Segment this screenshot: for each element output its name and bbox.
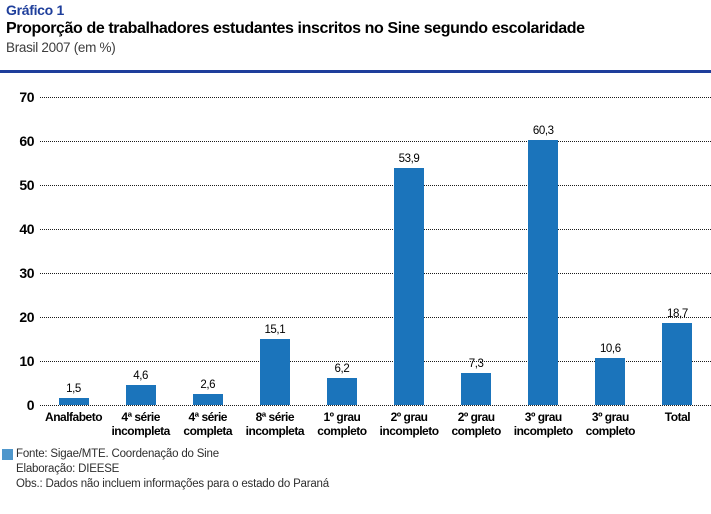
bar — [461, 372, 492, 405]
bar — [394, 167, 425, 405]
bar — [595, 358, 626, 405]
gridline-0 — [40, 405, 711, 406]
chart-header: Gráfico 1 Proporção de trabalhadores est… — [6, 2, 705, 56]
bar — [528, 139, 559, 405]
gridline-40 — [40, 229, 711, 230]
x-axis-category-label: Analfabeto — [45, 410, 103, 424]
bar — [58, 398, 89, 405]
bar — [662, 322, 693, 405]
y-axis-tick-label: 30 — [19, 265, 34, 281]
x-axis-category-label: Total — [664, 410, 691, 424]
bar — [326, 377, 357, 405]
bar-value-label: 53,9 — [398, 152, 420, 165]
bar-value-label: 7,3 — [468, 357, 484, 370]
bar — [192, 393, 223, 405]
gridline-70 — [40, 97, 711, 98]
chart-subtitle: Brasil 2007 (em %) — [6, 40, 116, 55]
chart-footnotes: Fonte: Sigae/MTE. Coordenação do Sine Ela… — [2, 447, 707, 492]
y-axis-tick-label: 70 — [19, 89, 34, 105]
bar-value-label: 18,7 — [667, 307, 688, 320]
x-axis-category-label: 2º grau incompleto — [379, 410, 440, 438]
y-axis-tick-label: 40 — [19, 221, 34, 237]
x-axis-category-label: 4ª série completa — [183, 410, 233, 438]
footnote-observation: Obs.: Dados não incluem informações para… — [16, 478, 329, 490]
gridline-60 — [40, 141, 711, 142]
x-axis-category-label: 3º grau incompleto — [513, 410, 574, 438]
y-axis-tick-label: 50 — [19, 177, 34, 193]
bar-value-label: 1,5 — [66, 383, 81, 396]
gridline-50 — [40, 185, 711, 186]
bar-value-label: 15,1 — [264, 323, 286, 336]
bar-value-label: 10,6 — [599, 343, 621, 356]
legend-color-swatch — [2, 449, 13, 460]
y-axis-tick-label: 0 — [26, 397, 35, 413]
gridline-30 — [40, 273, 711, 274]
bar-value-label: 60,3 — [532, 124, 554, 137]
gridline-20 — [40, 317, 711, 318]
footnote-source: Fonte: Sigae/MTE. Coordenação do Sine — [16, 448, 219, 460]
chart-title: Proporção de trabalhadores estudantes in… — [6, 20, 585, 37]
y-axis-tick-label: 10 — [19, 353, 34, 369]
footnote-elaboration: Elaboração: DIEESE — [16, 463, 120, 475]
bar — [259, 338, 290, 405]
x-axis-category-label: 4ª série incompleta — [111, 410, 170, 438]
plot-area: 0 10 20 30 40 50 60 70 1,5 Analfabeto 4,6 4ª série … — [19, 90, 711, 437]
bar-value-label: 4,6 — [133, 369, 149, 382]
bar-value-label: 6,2 — [334, 362, 350, 375]
x-axis-category-label: 1º grau completo — [317, 410, 367, 438]
x-axis-category-label: 3º grau completo — [585, 410, 636, 438]
chart-number: Gráfico 1 — [6, 2, 64, 18]
bar-value-label: 2,6 — [200, 378, 216, 391]
x-axis-category-label: 2º grau completo — [451, 410, 501, 438]
y-axis-tick-label: 60 — [19, 133, 34, 149]
y-axis-tick-label: 20 — [19, 309, 34, 325]
bar — [125, 384, 156, 405]
gridline-10 — [40, 361, 711, 362]
x-axis-category-label: 8ª série incompleta — [245, 410, 305, 438]
title-divider-rule — [0, 70, 711, 73]
